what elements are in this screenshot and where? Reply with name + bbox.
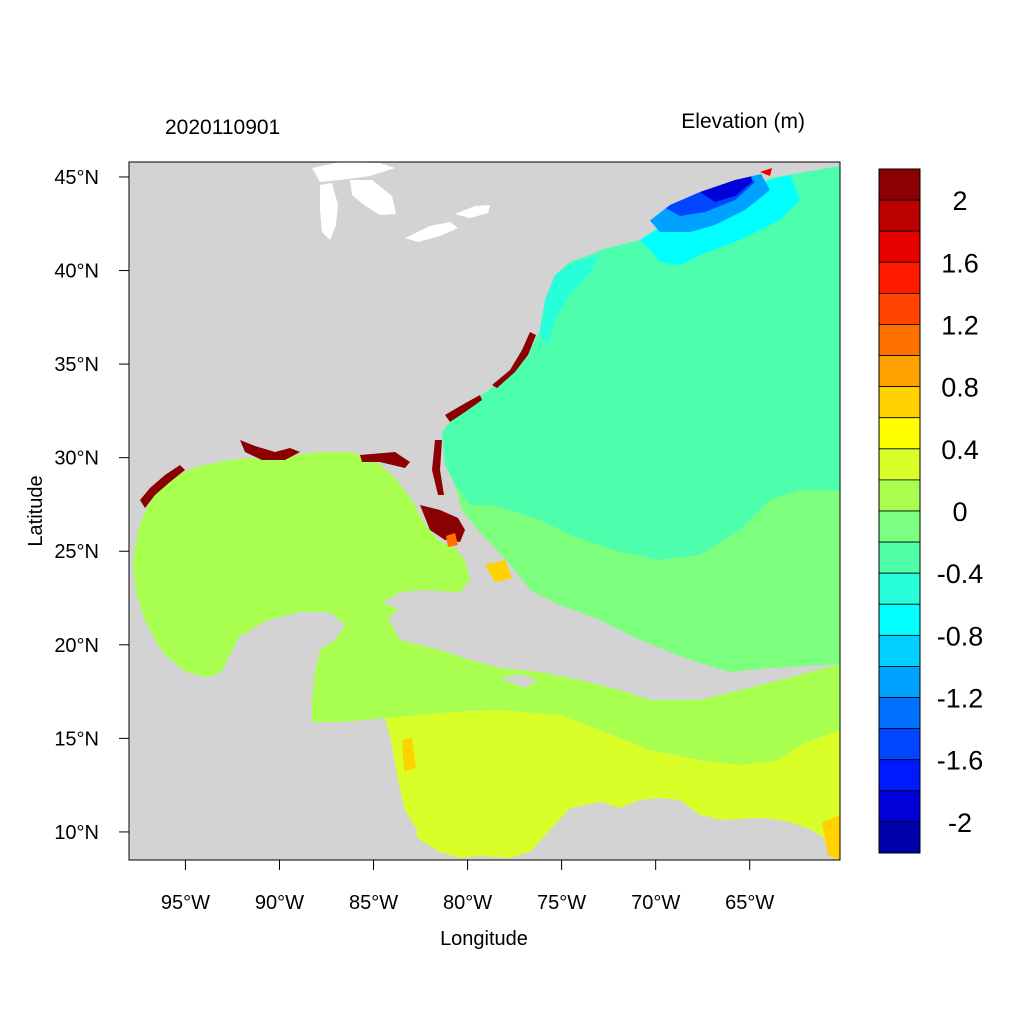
- lake-erie: [405, 222, 458, 242]
- colorbar-label: -1.2: [937, 684, 984, 714]
- honduras-coast-yellow: [402, 738, 416, 772]
- colorbar: 2 1.6 1.2 0.8 0.4 0 -0.4 -0.8 -1.2 -1.6 -2: [878, 168, 984, 854]
- y-tick-label: 25°N: [54, 541, 99, 563]
- colorbar-segment: [878, 541, 921, 574]
- y-tick-label: 30°N: [54, 448, 99, 470]
- colorbar-segment: [878, 697, 921, 730]
- colorbar-segment: [878, 230, 921, 263]
- colorbar-segment: [878, 355, 921, 388]
- colorbar-segment: [878, 790, 921, 823]
- lake-huron: [350, 180, 396, 215]
- coastal-surge: [140, 332, 536, 542]
- hispaniola-land: [590, 648, 668, 675]
- y-tick-label: 35°N: [54, 354, 99, 376]
- atlantic-ocean-north: [442, 166, 840, 560]
- mexico-central-america-land: [129, 545, 418, 860]
- maine-red: [760, 168, 772, 176]
- colorbar-segment: [878, 572, 921, 605]
- colorbar-label: 0.8: [941, 373, 979, 403]
- colorbar-label: 1.6: [941, 248, 979, 278]
- lake-michigan: [320, 183, 338, 240]
- colorbar-segment: [878, 759, 921, 792]
- caribbean-south: [385, 710, 840, 860]
- puerto-rico-land: [705, 675, 735, 684]
- y-tick-label: 15°N: [54, 728, 99, 750]
- colorbar-label: 0: [952, 497, 967, 527]
- plot-frame: [128, 161, 841, 861]
- x-axis: 95°W 90°W 85°W 80°W 75°W 70°W 65°W: [161, 860, 774, 914]
- colorbar-segment: [878, 666, 921, 698]
- y-axis-title: Latitude: [25, 475, 47, 546]
- colorbar-label: -0.8: [937, 621, 984, 651]
- georgia-surge: [445, 395, 482, 422]
- carolina-surge: [492, 332, 536, 388]
- x-tick-label: 90°W: [255, 892, 304, 914]
- colorbar-label: -1.6: [937, 746, 984, 776]
- colorbar-label: 0.4: [941, 435, 979, 465]
- south-america-land: [480, 798, 840, 860]
- jamaica-land: [500, 674, 538, 688]
- colorbar-segment: [878, 728, 921, 761]
- florida-surge: [420, 505, 465, 542]
- louisiana-surge: [240, 440, 300, 460]
- cuba-land: [382, 590, 600, 648]
- date-title: 2020110901: [165, 116, 280, 139]
- x-axis-title: Longitude: [440, 928, 528, 950]
- colorbar-label: -2: [948, 808, 972, 838]
- colorbar-label: -0.4: [937, 559, 984, 589]
- colorbar-segment: [878, 324, 921, 356]
- small-features: [402, 168, 840, 860]
- colorbar-segment: [878, 448, 921, 481]
- colorbar-segment: [878, 386, 921, 419]
- colorbar-segment: [878, 199, 921, 232]
- colorbar-segment: [878, 510, 921, 543]
- colorbar-segment: [878, 634, 921, 667]
- panhandle-surge: [360, 452, 410, 468]
- colorbar-segment: [878, 603, 921, 636]
- lake-ontario: [455, 205, 490, 218]
- x-tick-label: 70°W: [631, 892, 680, 914]
- x-tick-label: 95°W: [161, 892, 210, 914]
- x-tick-label: 80°W: [443, 892, 492, 914]
- colorbar-label: 2: [952, 186, 967, 216]
- x-tick-label: 85°W: [349, 892, 398, 914]
- y-tick-label: 40°N: [54, 261, 99, 283]
- map-area: [129, 162, 840, 860]
- y-tick-label: 20°N: [54, 635, 99, 657]
- colorbar-segment: [878, 292, 921, 325]
- bahamas-yellow: [485, 560, 512, 582]
- colorbar-segment: [878, 261, 921, 294]
- colorbar-segment: [878, 479, 921, 512]
- lake-superior: [312, 162, 395, 182]
- colorbar-segment: [878, 417, 921, 450]
- texas-surge: [140, 465, 185, 508]
- y-tick-label: 45°N: [54, 167, 99, 189]
- colorbar-segment: [878, 168, 921, 201]
- colorbar-frame: [878, 168, 921, 854]
- florida-tip-orange: [446, 533, 458, 547]
- colorbar-segment: [878, 821, 921, 854]
- florida-east-surge: [432, 440, 444, 495]
- colorbar-label: 1.2: [941, 310, 979, 340]
- x-tick-label: 65°W: [725, 892, 774, 914]
- y-axis: 45°N 40°N 35°N 30°N 25°N 20°N 15°N 10°N: [54, 167, 129, 844]
- atlantic-ocean-south: [455, 485, 840, 672]
- x-tick-label: 75°W: [537, 892, 586, 914]
- great-lakes: [312, 162, 490, 242]
- y-tick-label: 10°N: [54, 822, 99, 844]
- variable-title: Elevation (m): [681, 110, 805, 133]
- venezuela-coast-yellow: [822, 815, 840, 860]
